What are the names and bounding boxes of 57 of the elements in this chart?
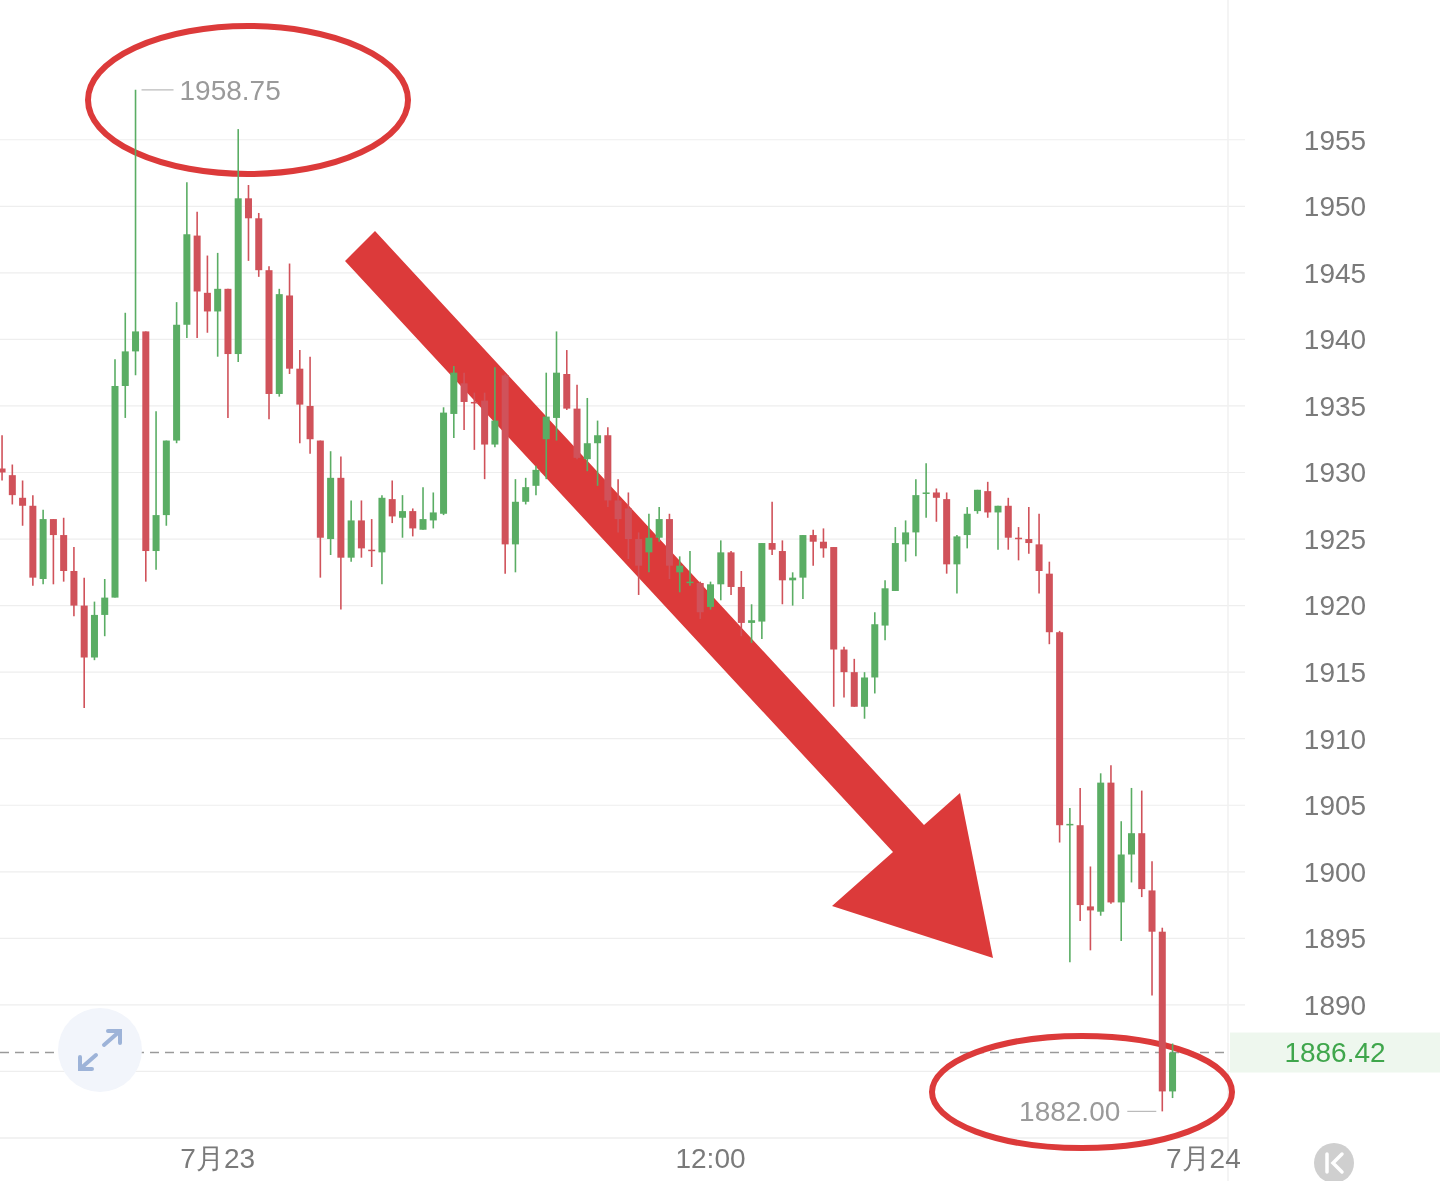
- candlestick: [748, 603, 756, 644]
- y-tick-label: 1935: [1303, 390, 1367, 422]
- y-tick-label: 1900: [1303, 856, 1367, 888]
- candlestick: [902, 519, 910, 563]
- candlestick: [429, 491, 437, 530]
- candlestick: [203, 254, 211, 334]
- candlestick: [409, 507, 417, 538]
- candlestick: [0, 434, 6, 482]
- candlestick: [1127, 787, 1135, 884]
- candlestick: [583, 397, 591, 472]
- candlestick: [491, 366, 499, 449]
- candlestick: [1025, 506, 1033, 555]
- candlestick: [984, 481, 992, 519]
- x-tick-label: 7月24: [1166, 1143, 1241, 1174]
- candlestick: [244, 184, 252, 262]
- candlestick: [614, 478, 622, 534]
- annotation: 1958.75: [179, 74, 281, 106]
- y-tick-label: 1890: [1303, 989, 1367, 1021]
- candlestick: [132, 89, 140, 377]
- candlestick: [532, 465, 540, 496]
- y-tick-label: 1915: [1303, 656, 1367, 688]
- y-tick-label: 1930: [1303, 457, 1367, 489]
- candlestick: [963, 506, 971, 550]
- y-tick-label: 1945: [1303, 257, 1367, 289]
- candlestick: [655, 506, 663, 543]
- candlestick: [594, 419, 602, 487]
- x-tick-label: 7月23: [180, 1143, 256, 1174]
- candlestick: [932, 487, 940, 523]
- x-tick-label: 12:00: [675, 1143, 746, 1174]
- candlestick: [19, 479, 27, 527]
- ref-line-label: 1886.42: [1284, 1037, 1386, 1069]
- annotation: 1882.00: [1019, 1096, 1121, 1128]
- y-tick-label: 1910: [1303, 723, 1367, 755]
- candlestick: [101, 578, 109, 638]
- candlestick: [840, 646, 848, 699]
- candlestick: [214, 252, 222, 358]
- candlestick: [922, 462, 930, 519]
- candlestick: [522, 477, 530, 506]
- candlestick: [8, 463, 16, 506]
- y-tick-label: 1950: [1303, 191, 1367, 223]
- candlestick: [398, 494, 406, 539]
- y-tick-label: 1905: [1303, 790, 1367, 822]
- candlestick: [419, 486, 427, 531]
- candlestick: [460, 371, 468, 431]
- y-tick-label: 1920: [1303, 590, 1367, 622]
- y-tick-label: 1955: [1303, 124, 1367, 156]
- candlestick: [645, 512, 653, 574]
- candlestick: [707, 580, 715, 611]
- candlestick: [388, 479, 396, 524]
- candlestick: [768, 500, 776, 556]
- candlestick: [49, 518, 57, 586]
- candlestick: [809, 528, 817, 567]
- y-tick-label: 1925: [1303, 523, 1367, 555]
- candlestick: [542, 371, 550, 480]
- y-tick-label: 1895: [1303, 923, 1367, 955]
- candlestick: [1086, 865, 1094, 952]
- y-tick-label: 1940: [1303, 324, 1367, 356]
